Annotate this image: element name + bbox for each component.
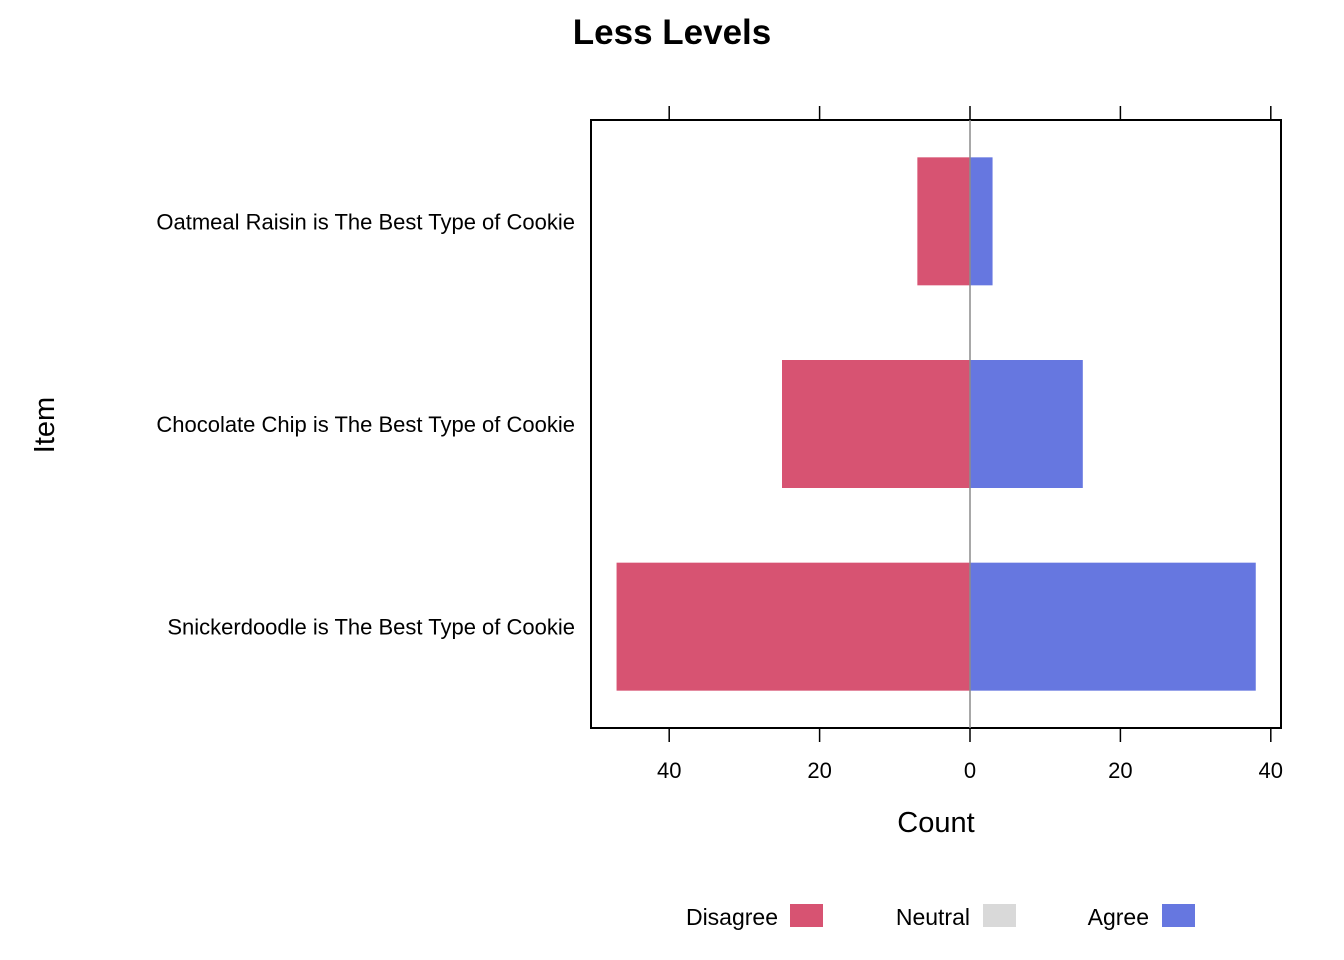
x-tick-label: 0 xyxy=(964,758,976,783)
bar-disagree xyxy=(616,562,970,691)
category-label: Chocolate Chip is The Best Type of Cooki… xyxy=(156,412,575,437)
legend-label: Agree xyxy=(1088,904,1149,930)
legend-swatch xyxy=(1162,904,1195,927)
x-tick-label: 20 xyxy=(1108,758,1132,783)
bar-agree xyxy=(970,157,993,286)
x-tick-label: 40 xyxy=(657,758,681,783)
x-axis-label: Count xyxy=(897,807,974,839)
bar-agree xyxy=(970,360,1083,488)
plot-frame xyxy=(590,119,1282,729)
category-label: Oatmeal Raisin is The Best Type of Cooki… xyxy=(156,209,575,234)
legend-label: Disagree xyxy=(686,904,778,930)
chart-title: Less Levels xyxy=(573,13,771,52)
x-tick-label: 40 xyxy=(1259,758,1283,783)
legend-swatch xyxy=(983,904,1016,927)
x-tick-label: 20 xyxy=(807,758,831,783)
legend-swatch xyxy=(790,904,823,927)
bar-disagree xyxy=(782,360,970,488)
category-label: Snickerdoodle is The Best Type of Cookie xyxy=(167,615,575,640)
bar-disagree xyxy=(917,157,970,286)
legend: Disagree Neutral Agree xyxy=(686,904,1195,930)
bar-agree xyxy=(970,562,1256,691)
legend-label: Neutral xyxy=(896,904,970,930)
plot-area: Oatmeal Raisin is The Best Type of Cooki… xyxy=(156,106,1283,783)
y-axis-label: Item xyxy=(29,397,61,453)
